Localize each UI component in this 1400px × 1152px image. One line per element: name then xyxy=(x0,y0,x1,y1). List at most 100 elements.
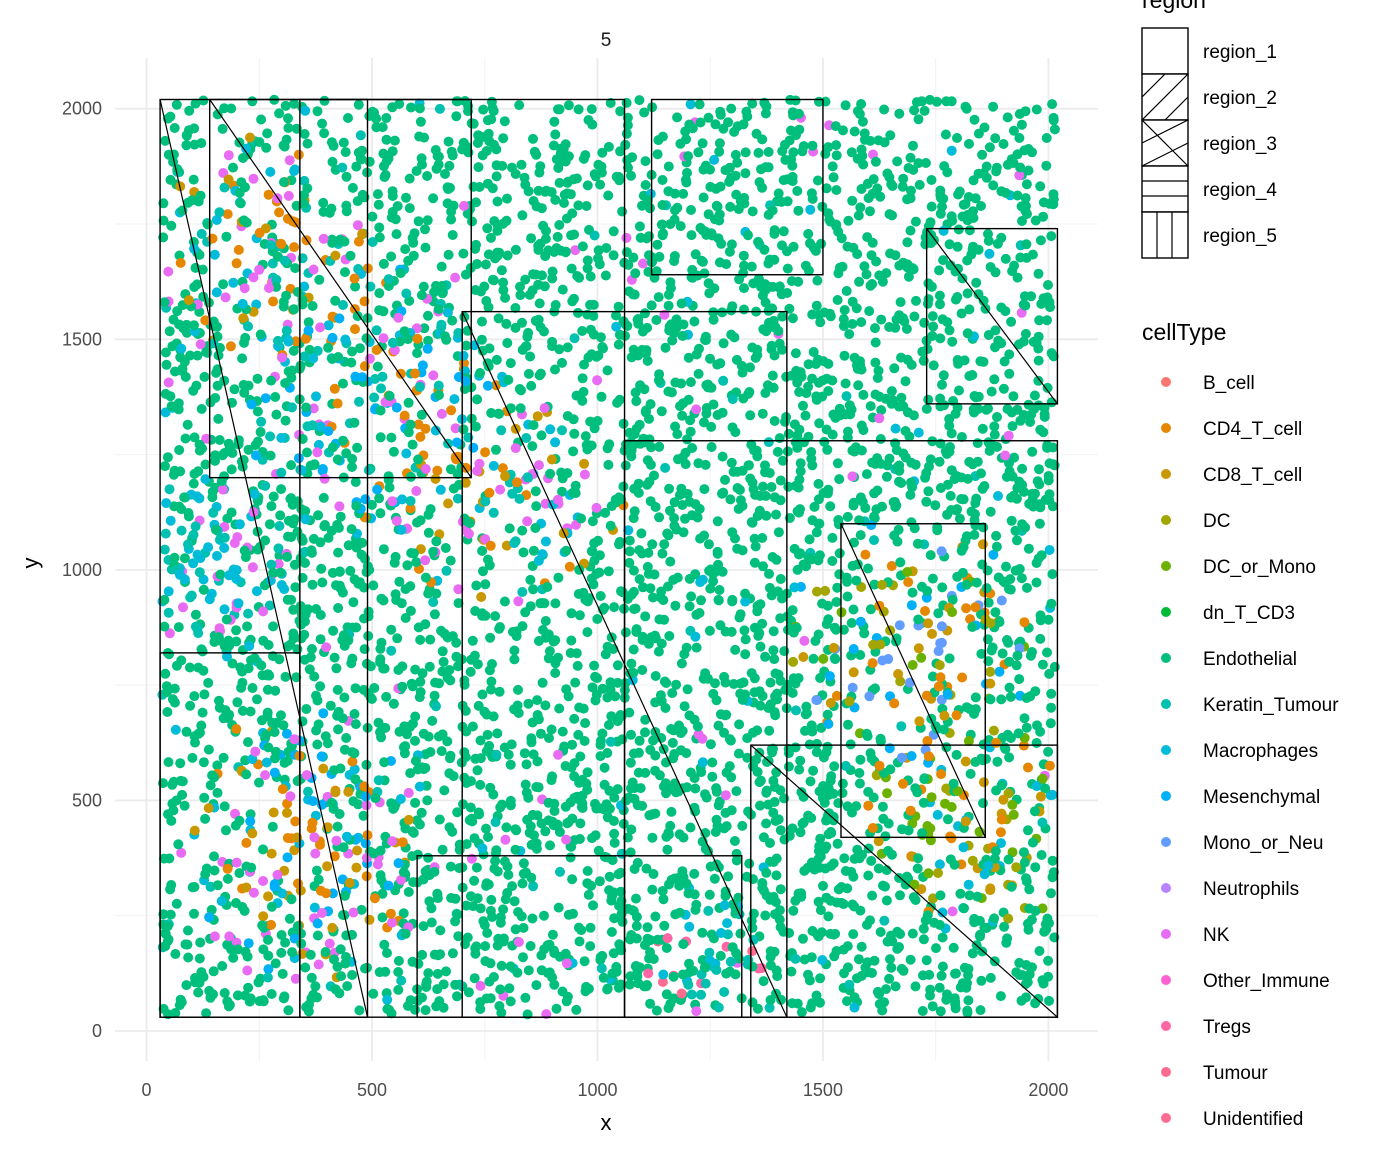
cell-point xyxy=(276,432,287,443)
cell-point xyxy=(907,660,918,670)
cell-point xyxy=(168,805,179,816)
cell-point xyxy=(884,973,895,984)
cell-point xyxy=(503,869,514,880)
cell-point xyxy=(582,255,593,266)
cell-point xyxy=(163,586,174,597)
cell-point xyxy=(433,304,444,315)
cell-point xyxy=(990,607,1001,618)
cell-point xyxy=(656,406,667,417)
cell-point xyxy=(1021,992,1031,1003)
cell-point xyxy=(422,343,433,354)
cell-point xyxy=(237,666,248,677)
cell-point xyxy=(907,587,918,598)
cell-point xyxy=(975,929,986,940)
cell-point xyxy=(536,950,547,961)
cell-point xyxy=(716,928,726,938)
cell-point xyxy=(799,954,810,965)
cell-point xyxy=(1015,252,1026,263)
cell-point xyxy=(386,251,397,262)
cell-point xyxy=(288,518,299,529)
cell-point xyxy=(573,922,584,933)
cell-point xyxy=(720,474,730,485)
cell-point xyxy=(183,511,194,522)
cell-point xyxy=(680,174,691,185)
cell-point xyxy=(659,539,670,550)
cell-point xyxy=(385,908,396,919)
cell-point xyxy=(944,653,955,664)
cell-point xyxy=(905,805,916,816)
cell-point xyxy=(977,483,988,494)
cell-point xyxy=(409,228,420,239)
cell-point xyxy=(1035,633,1046,644)
cell-point xyxy=(942,167,953,178)
cell-point xyxy=(308,353,319,364)
cell-point xyxy=(537,549,548,560)
cell-point xyxy=(599,779,610,790)
cell-point xyxy=(704,565,715,576)
cell-point xyxy=(1020,193,1031,204)
cell-point xyxy=(496,960,507,971)
cell-point xyxy=(403,787,414,798)
cell-point xyxy=(727,527,738,538)
cell-point xyxy=(618,418,629,429)
cell-point xyxy=(330,984,341,995)
cell-point xyxy=(803,359,814,370)
cell-point xyxy=(989,374,1000,385)
cell-point xyxy=(758,561,768,572)
cell-point xyxy=(957,978,968,989)
cell-point xyxy=(458,350,469,361)
cell-point xyxy=(924,969,935,980)
cell-point xyxy=(189,882,200,892)
cell-point xyxy=(195,190,206,201)
cell-point xyxy=(187,752,198,763)
cell-point xyxy=(677,330,688,341)
cell-point xyxy=(323,342,334,353)
cell-point xyxy=(573,200,584,211)
cell-point xyxy=(391,402,402,413)
cell-point xyxy=(921,690,932,701)
cell-point xyxy=(922,344,933,355)
cell-point xyxy=(627,152,638,163)
cell-point xyxy=(611,321,622,332)
cell-point xyxy=(301,770,312,781)
cell-point xyxy=(804,534,815,545)
cell-point xyxy=(319,521,330,532)
cell-point xyxy=(209,931,220,942)
cell-point xyxy=(316,563,327,574)
cell-point xyxy=(583,889,594,900)
cell-point xyxy=(415,634,426,645)
cell-point xyxy=(480,579,491,590)
plot-panel xyxy=(115,58,1098,1061)
cell-point xyxy=(971,277,982,288)
cell-point xyxy=(313,510,324,521)
cell-point xyxy=(821,815,832,826)
cell-point xyxy=(1045,718,1056,729)
cell-point xyxy=(516,911,527,922)
cell-point xyxy=(821,619,832,630)
cell-point xyxy=(192,350,203,361)
cell-point xyxy=(496,265,507,276)
cell-point xyxy=(928,893,938,904)
cell-point xyxy=(991,162,1002,173)
cell-point xyxy=(450,423,461,434)
cell-point xyxy=(262,128,273,139)
cell-point xyxy=(181,319,192,330)
cell-point xyxy=(826,771,837,782)
cell-point xyxy=(747,946,758,957)
cell-point xyxy=(517,587,528,597)
cell-point xyxy=(686,989,697,1000)
cell-point xyxy=(599,804,609,815)
cell-point xyxy=(416,807,427,818)
cell-point xyxy=(923,868,934,879)
cell-point xyxy=(768,315,779,326)
cell-point xyxy=(848,929,859,940)
cell-point xyxy=(346,658,357,669)
cell-point xyxy=(654,369,665,380)
cell-point xyxy=(461,726,472,737)
cell-point xyxy=(266,919,277,930)
cell-point xyxy=(512,967,523,978)
cell-point xyxy=(843,215,854,226)
cell-point xyxy=(175,758,186,769)
cell-point xyxy=(647,832,658,843)
cell-point xyxy=(1026,914,1037,925)
